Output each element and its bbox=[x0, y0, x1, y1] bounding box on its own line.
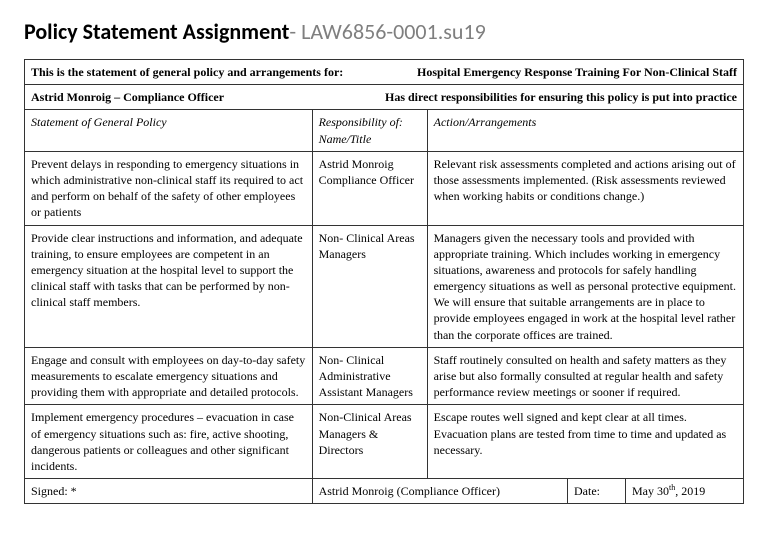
col-policy: Statement of General Policy bbox=[25, 110, 313, 151]
officer-name: Astrid Monroig – Compliance Officer bbox=[31, 89, 224, 105]
cell-resp: Non- Clinical Administrative Assistant M… bbox=[312, 347, 427, 405]
date-label: Date: bbox=[568, 479, 626, 503]
header-row-2: Astrid Monroig – Compliance Officer Has … bbox=[25, 85, 744, 110]
header-row-1: This is the statement of general policy … bbox=[25, 60, 744, 85]
column-headers: Statement of General Policy Responsibili… bbox=[25, 110, 744, 151]
table-row: Implement emergency procedures – evacuat… bbox=[25, 405, 744, 479]
cell-policy: Engage and consult with employees on day… bbox=[25, 347, 313, 405]
intro-value: Hospital Emergency Response Training For… bbox=[417, 64, 737, 80]
title-prefix: Policy Statement Assignment bbox=[24, 18, 289, 45]
signed-label: Signed: * bbox=[25, 479, 313, 504]
cell-policy: Implement emergency procedures – evacuat… bbox=[25, 405, 313, 479]
cell-policy: Prevent delays in responding to emergenc… bbox=[25, 151, 313, 225]
cell-action: Escape routes well signed and kept clear… bbox=[427, 405, 743, 479]
officer-resp: Has direct responsibilities for ensuring… bbox=[385, 89, 737, 105]
cell-action: Staff routinely consulted on health and … bbox=[427, 347, 743, 405]
col-resp: Responsibility of: Name/Title bbox=[312, 110, 427, 151]
table-row: Engage and consult with employees on day… bbox=[25, 347, 744, 405]
cell-resp: Astrid Monroig Compliance Officer bbox=[312, 151, 427, 225]
title-suffix: - LAW6856-0001.su19 bbox=[289, 18, 485, 45]
page-title: Policy Statement Assignment- LAW6856-000… bbox=[24, 18, 744, 45]
cell-resp: Non- Clinical Areas Managers bbox=[312, 225, 427, 347]
intro-label: This is the statement of general policy … bbox=[31, 64, 343, 80]
policy-table: This is the statement of general policy … bbox=[24, 59, 744, 504]
table-row: Prevent delays in responding to emergenc… bbox=[25, 151, 744, 225]
cell-policy: Provide clear instructions and informati… bbox=[25, 225, 313, 347]
signature-row: Signed: * Astrid Monroig (Compliance Off… bbox=[25, 479, 744, 504]
table-row: Provide clear instructions and informati… bbox=[25, 225, 744, 347]
cell-action: Relevant risk assessments completed and … bbox=[427, 151, 743, 225]
cell-action: Managers given the necessary tools and p… bbox=[427, 225, 743, 347]
col-action: Action/Arrangements bbox=[427, 110, 743, 151]
cell-resp: Non-Clinical Areas Managers & Directors bbox=[312, 405, 427, 479]
date-value: May 30th, 2019 bbox=[626, 479, 744, 503]
signed-value: Astrid Monroig (Compliance Officer) bbox=[313, 479, 568, 503]
